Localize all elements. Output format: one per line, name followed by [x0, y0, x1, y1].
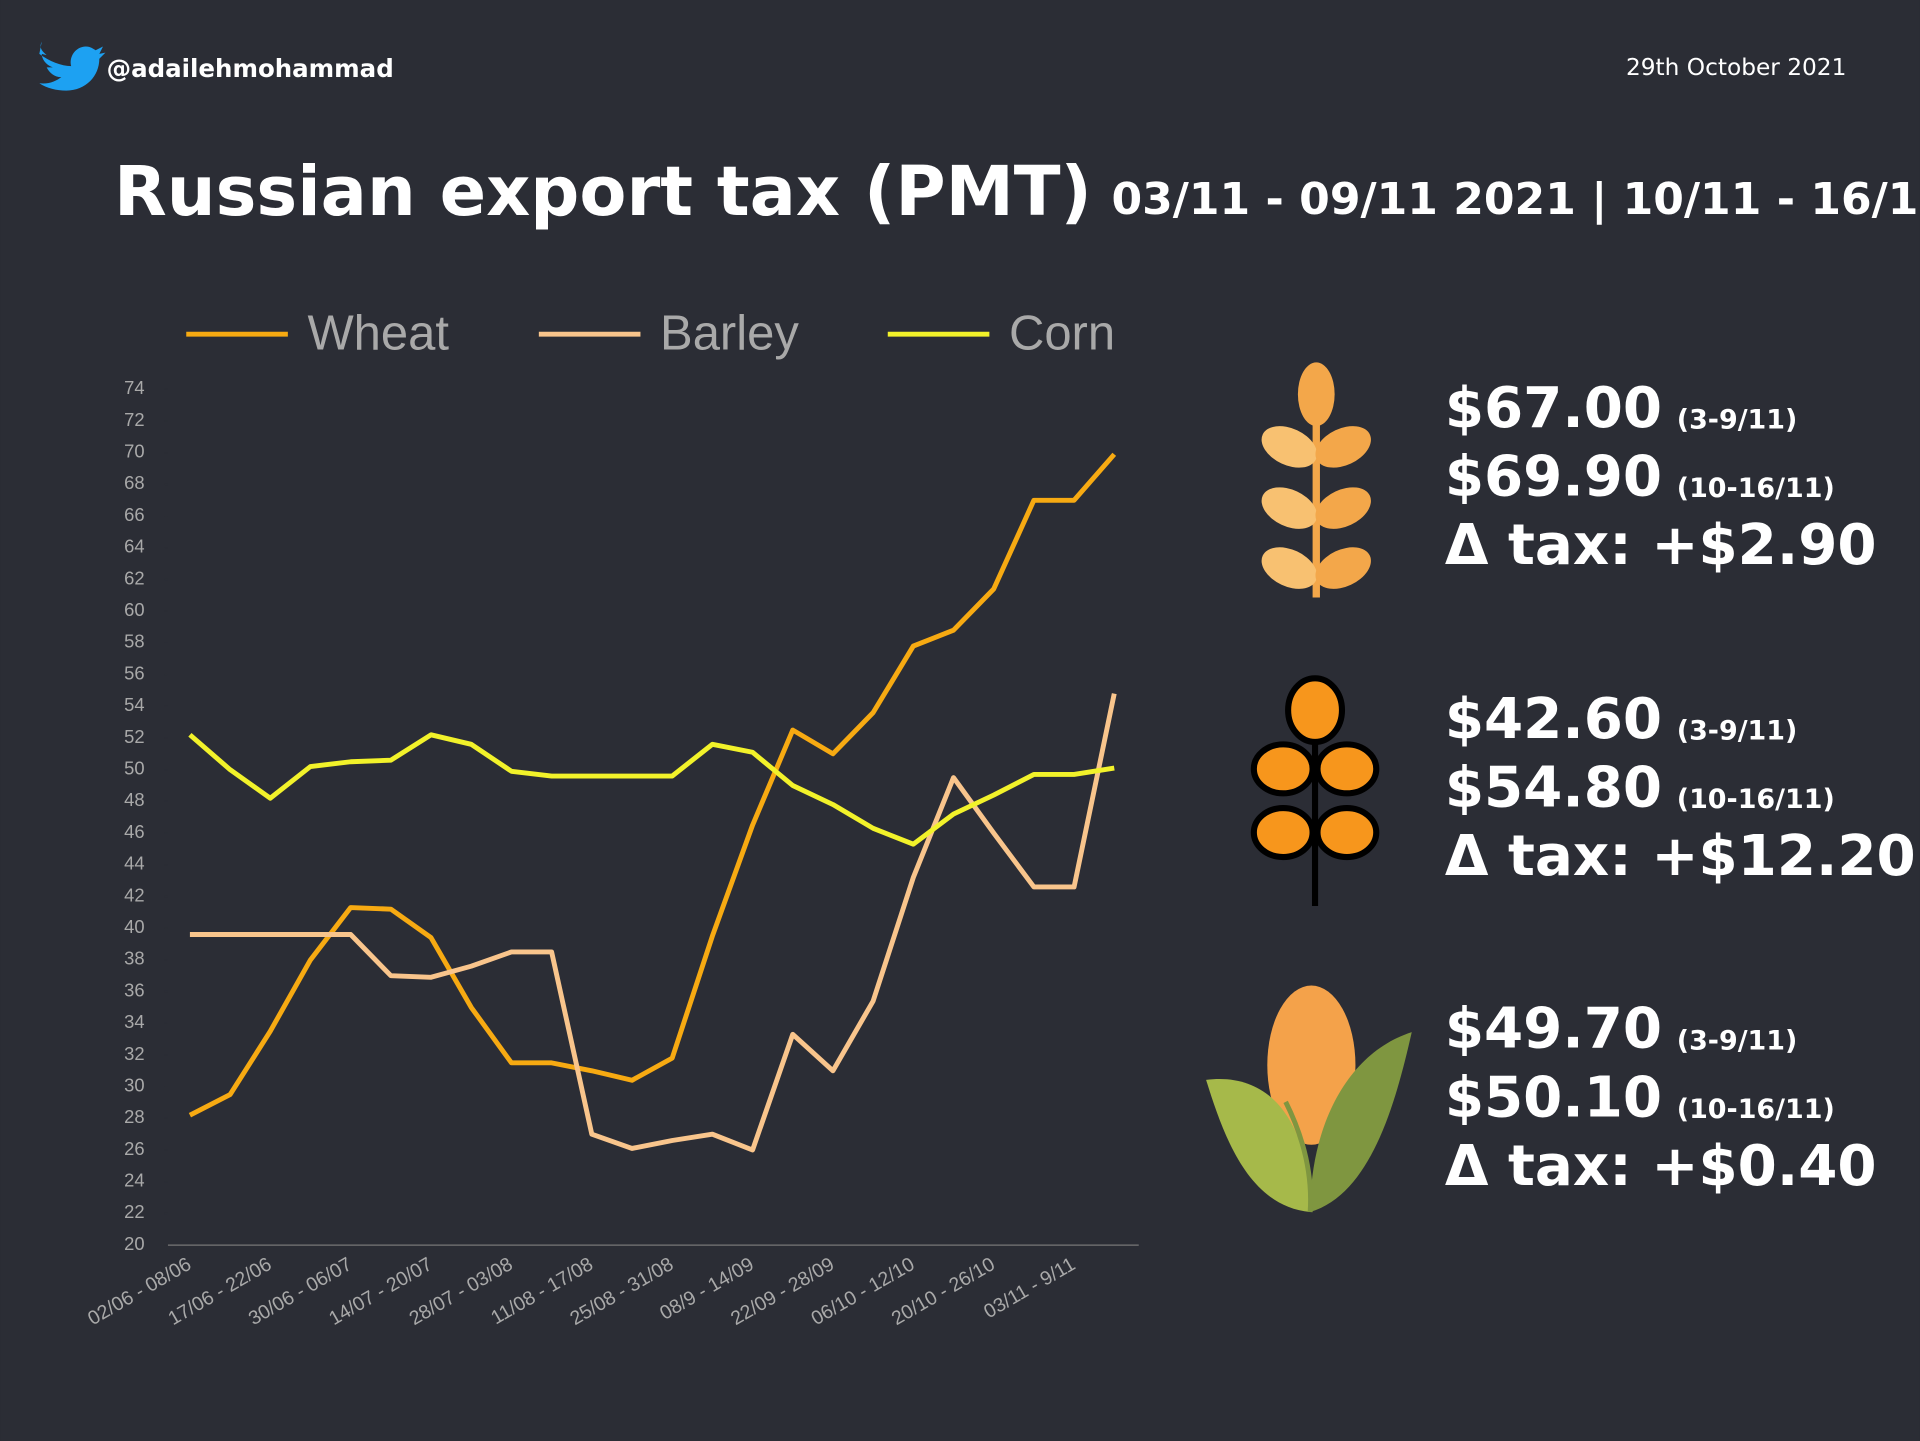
y-tick-label: 74	[124, 377, 144, 398]
y-tick-label: 46	[124, 821, 144, 842]
delta-tax: Δ tax: +$12.20	[1445, 824, 1916, 889]
y-tick-label: 54	[124, 694, 144, 715]
y-tick-label: 70	[124, 441, 144, 462]
price: $54.80	[1445, 756, 1662, 821]
y-tick-label: 28	[124, 1106, 144, 1127]
series-line	[189, 693, 1117, 1153]
y-tick-label: 30	[124, 1074, 144, 1095]
legend-label: Barley	[660, 307, 799, 361]
date: 29th October 2021	[1626, 54, 1846, 81]
price: $67.00	[1445, 376, 1662, 441]
y-tick-label: 22	[124, 1201, 144, 1222]
y-tick-label: 60	[124, 599, 144, 620]
y-tick-label: 26	[124, 1138, 144, 1159]
y-tick-label: 24	[124, 1170, 144, 1191]
price: $69.90	[1445, 445, 1662, 510]
chart-subtitle: 03/11 - 09/11 2021 | 10/11 - 16/11 2021	[1111, 174, 1920, 225]
y-tick-label: 56	[124, 662, 144, 683]
series-line	[188, 732, 1115, 847]
y-tick-label: 38	[124, 948, 144, 969]
period: (3-9/11)	[1677, 716, 1798, 747]
y-tick-label: 52	[124, 726, 144, 747]
delta-tax: Δ tax: +$2.90	[1445, 513, 1877, 578]
y-tick-label: 66	[124, 504, 144, 525]
corn-icon	[1206, 985, 1412, 1213]
y-tick-label: 48	[124, 789, 144, 810]
period: (10-16/11)	[1677, 473, 1835, 504]
legend-label: Corn	[1009, 307, 1115, 361]
twitter-icon	[39, 41, 106, 91]
legend-label: Wheat	[307, 307, 449, 361]
y-tick-label: 44	[124, 853, 144, 874]
price: $50.10	[1445, 1065, 1662, 1130]
period: (3-9/11)	[1677, 1025, 1798, 1056]
series-line	[188, 452, 1117, 1118]
y-tick-label: 40	[124, 916, 144, 937]
barley-icon	[1250, 675, 1380, 906]
period: (3-9/11)	[1677, 405, 1798, 436]
chart-title: Russian export tax (PMT)	[114, 152, 1092, 232]
y-tick-label: 20	[124, 1233, 144, 1254]
handle: @adailehmohammad	[107, 54, 394, 83]
period: (10-16/11)	[1677, 1094, 1835, 1125]
y-tick-label: 62	[124, 567, 144, 588]
delta-tax: Δ tax: +$0.40	[1445, 1134, 1877, 1199]
y-tick-label: 64	[124, 536, 144, 557]
wheat-icon	[1261, 362, 1371, 598]
price: $49.70	[1445, 997, 1662, 1062]
period: (10-16/11)	[1677, 784, 1835, 815]
y-tick-label: 42	[124, 884, 144, 905]
y-tick-label: 50	[124, 758, 144, 779]
y-tick-label: 68	[124, 472, 144, 493]
y-tick-label: 58	[124, 631, 144, 652]
price: $42.60	[1445, 687, 1662, 752]
y-tick-label: 72	[124, 409, 144, 430]
y-tick-label: 36	[124, 979, 144, 1000]
y-tick-label: 34	[124, 1011, 144, 1032]
y-tick-label: 32	[124, 1043, 144, 1064]
